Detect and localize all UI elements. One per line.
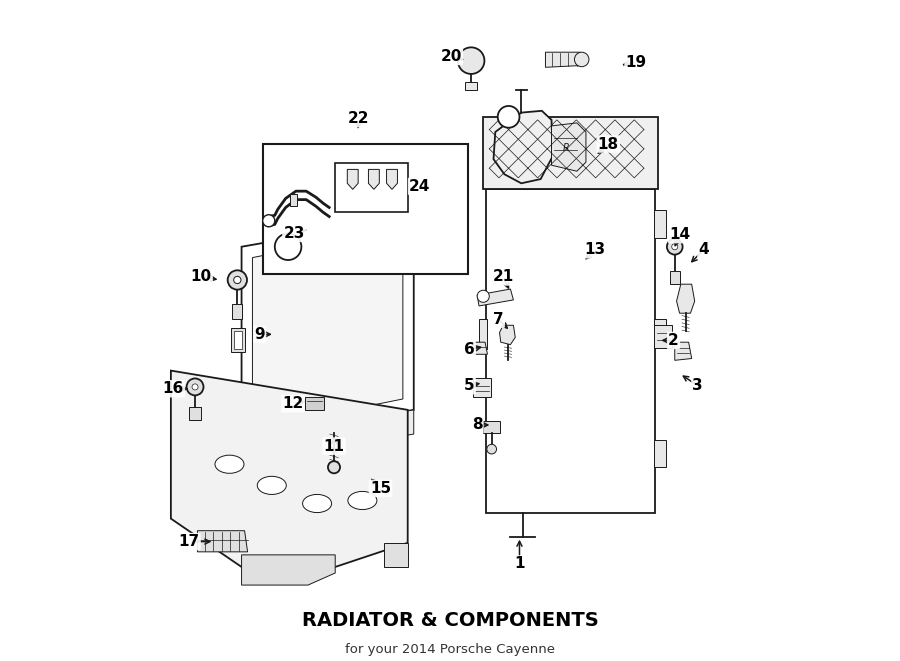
Polygon shape bbox=[387, 169, 398, 189]
Bar bbox=[232, 304, 242, 319]
Polygon shape bbox=[493, 111, 553, 183]
Circle shape bbox=[487, 444, 497, 454]
Text: 19: 19 bbox=[626, 55, 646, 70]
Polygon shape bbox=[654, 440, 666, 467]
Polygon shape bbox=[347, 169, 358, 189]
Text: 21: 21 bbox=[492, 270, 514, 284]
Circle shape bbox=[574, 52, 589, 67]
Text: R: R bbox=[563, 143, 570, 153]
Text: 7: 7 bbox=[493, 312, 504, 327]
Text: 5: 5 bbox=[464, 378, 474, 393]
Polygon shape bbox=[552, 123, 586, 171]
Text: 20: 20 bbox=[440, 49, 462, 64]
Circle shape bbox=[234, 276, 241, 284]
Circle shape bbox=[228, 270, 247, 290]
Polygon shape bbox=[231, 329, 245, 352]
Text: 14: 14 bbox=[669, 227, 690, 242]
Text: 6: 6 bbox=[464, 342, 474, 357]
Text: 1: 1 bbox=[514, 557, 525, 571]
Ellipse shape bbox=[215, 455, 244, 473]
Bar bbox=[465, 83, 477, 90]
Polygon shape bbox=[241, 555, 335, 585]
Polygon shape bbox=[473, 342, 488, 354]
Text: 17: 17 bbox=[178, 534, 200, 549]
Text: 4: 4 bbox=[698, 243, 709, 257]
Text: 16: 16 bbox=[163, 381, 184, 396]
Circle shape bbox=[671, 244, 678, 250]
Polygon shape bbox=[486, 189, 655, 512]
Text: 8: 8 bbox=[472, 418, 482, 432]
Bar bbox=[290, 194, 297, 206]
Text: 18: 18 bbox=[598, 137, 619, 151]
Circle shape bbox=[498, 106, 519, 128]
Text: 13: 13 bbox=[584, 243, 606, 257]
Text: 24: 24 bbox=[410, 179, 430, 194]
Polygon shape bbox=[654, 210, 666, 238]
Polygon shape bbox=[383, 543, 408, 567]
Text: 12: 12 bbox=[283, 397, 303, 411]
Bar bbox=[483, 421, 500, 433]
Circle shape bbox=[274, 233, 302, 260]
Polygon shape bbox=[500, 325, 516, 344]
Text: 9: 9 bbox=[255, 327, 265, 342]
Polygon shape bbox=[677, 284, 695, 313]
Circle shape bbox=[477, 290, 490, 302]
Bar bbox=[189, 407, 201, 420]
Text: for your 2014 Porsche Cayenne: for your 2014 Porsche Cayenne bbox=[345, 643, 555, 656]
Ellipse shape bbox=[257, 477, 286, 494]
Text: 15: 15 bbox=[370, 481, 392, 496]
Bar bbox=[473, 379, 491, 397]
Circle shape bbox=[458, 48, 484, 74]
Circle shape bbox=[186, 379, 203, 395]
Ellipse shape bbox=[302, 494, 331, 512]
Polygon shape bbox=[675, 342, 692, 360]
Polygon shape bbox=[241, 217, 414, 440]
Bar bbox=[654, 325, 672, 348]
Bar bbox=[670, 271, 680, 284]
Circle shape bbox=[263, 215, 274, 227]
Polygon shape bbox=[545, 52, 581, 67]
Circle shape bbox=[328, 461, 340, 473]
Ellipse shape bbox=[348, 491, 377, 510]
Polygon shape bbox=[241, 410, 414, 464]
Polygon shape bbox=[171, 371, 408, 567]
Polygon shape bbox=[252, 227, 403, 429]
Polygon shape bbox=[654, 319, 666, 346]
Bar bbox=[335, 163, 408, 212]
Text: 2: 2 bbox=[668, 333, 679, 348]
Text: RADIATOR & COMPONENTS: RADIATOR & COMPONENTS bbox=[302, 611, 598, 631]
Polygon shape bbox=[479, 319, 488, 350]
Bar bbox=[305, 397, 324, 410]
Polygon shape bbox=[368, 169, 379, 189]
Text: 23: 23 bbox=[284, 226, 305, 241]
Text: 11: 11 bbox=[323, 439, 345, 453]
Circle shape bbox=[667, 239, 682, 254]
Circle shape bbox=[192, 384, 198, 390]
Polygon shape bbox=[477, 289, 513, 306]
Polygon shape bbox=[483, 117, 659, 189]
Bar bbox=[263, 144, 468, 274]
Text: 22: 22 bbox=[347, 111, 369, 126]
Text: 3: 3 bbox=[692, 378, 703, 393]
Text: 10: 10 bbox=[191, 270, 211, 284]
Bar bbox=[234, 331, 242, 350]
Polygon shape bbox=[197, 531, 248, 552]
